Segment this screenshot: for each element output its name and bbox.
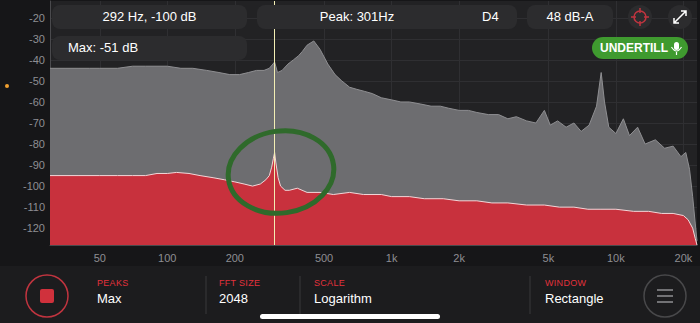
svg-text:100: 100 — [158, 252, 176, 264]
html-text:Peak: 301Hz: Peak: 301Hz — [319, 9, 395, 24]
html-text:Logarithm: Logarithm — [314, 291, 372, 306]
html-text:Max: -51 dB: Max: -51 dB — [68, 40, 139, 55]
svg-text:-90: -90 — [29, 159, 45, 171]
html-text:2048: 2048 — [219, 291, 248, 306]
html-text:SCALE: SCALE — [314, 278, 345, 288]
html-text:FFT SIZE: FFT SIZE — [219, 278, 261, 288]
svg-text:200: 200 — [226, 252, 244, 264]
svg-text:-110: -110 — [24, 201, 45, 213]
html-text:PEAKS: PEAKS — [97, 278, 129, 288]
svg-text:-50: -50 — [29, 75, 45, 87]
html-text:Rectangle: Rectangle — [545, 291, 604, 306]
html-text:WINDOW: WINDOW — [545, 278, 587, 288]
svg-text:-100: -100 — [23, 180, 45, 192]
svg-text:-60: -60 — [29, 96, 45, 108]
svg-text:-30: -30 — [29, 33, 45, 45]
html-text:48 dB-A: 48 dB-A — [546, 9, 594, 24]
svg-text:-70: -70 — [29, 117, 45, 129]
svg-text:2k: 2k — [453, 252, 465, 264]
svg-text:5k: 5k — [543, 252, 555, 264]
svg-text:-40: -40 — [29, 54, 45, 66]
html-text:Max: Max — [97, 291, 122, 306]
svg-text:50: 50 — [94, 252, 106, 264]
html-text:292 Hz, -100 dB: 292 Hz, -100 dB — [102, 9, 197, 24]
svg-text:-80: -80 — [29, 138, 45, 150]
svg-text:-120: -120 — [23, 222, 45, 234]
svg-text:1k: 1k — [386, 252, 398, 264]
svg-text:20k: 20k — [675, 252, 693, 264]
html-text:UNDERTILL: UNDERTILL — [600, 41, 668, 55]
svg-text:500: 500 — [315, 252, 333, 264]
html-text:D4: D4 — [482, 9, 499, 24]
svg-text:10k: 10k — [607, 252, 625, 264]
svg-text:-20: -20 — [29, 12, 45, 24]
